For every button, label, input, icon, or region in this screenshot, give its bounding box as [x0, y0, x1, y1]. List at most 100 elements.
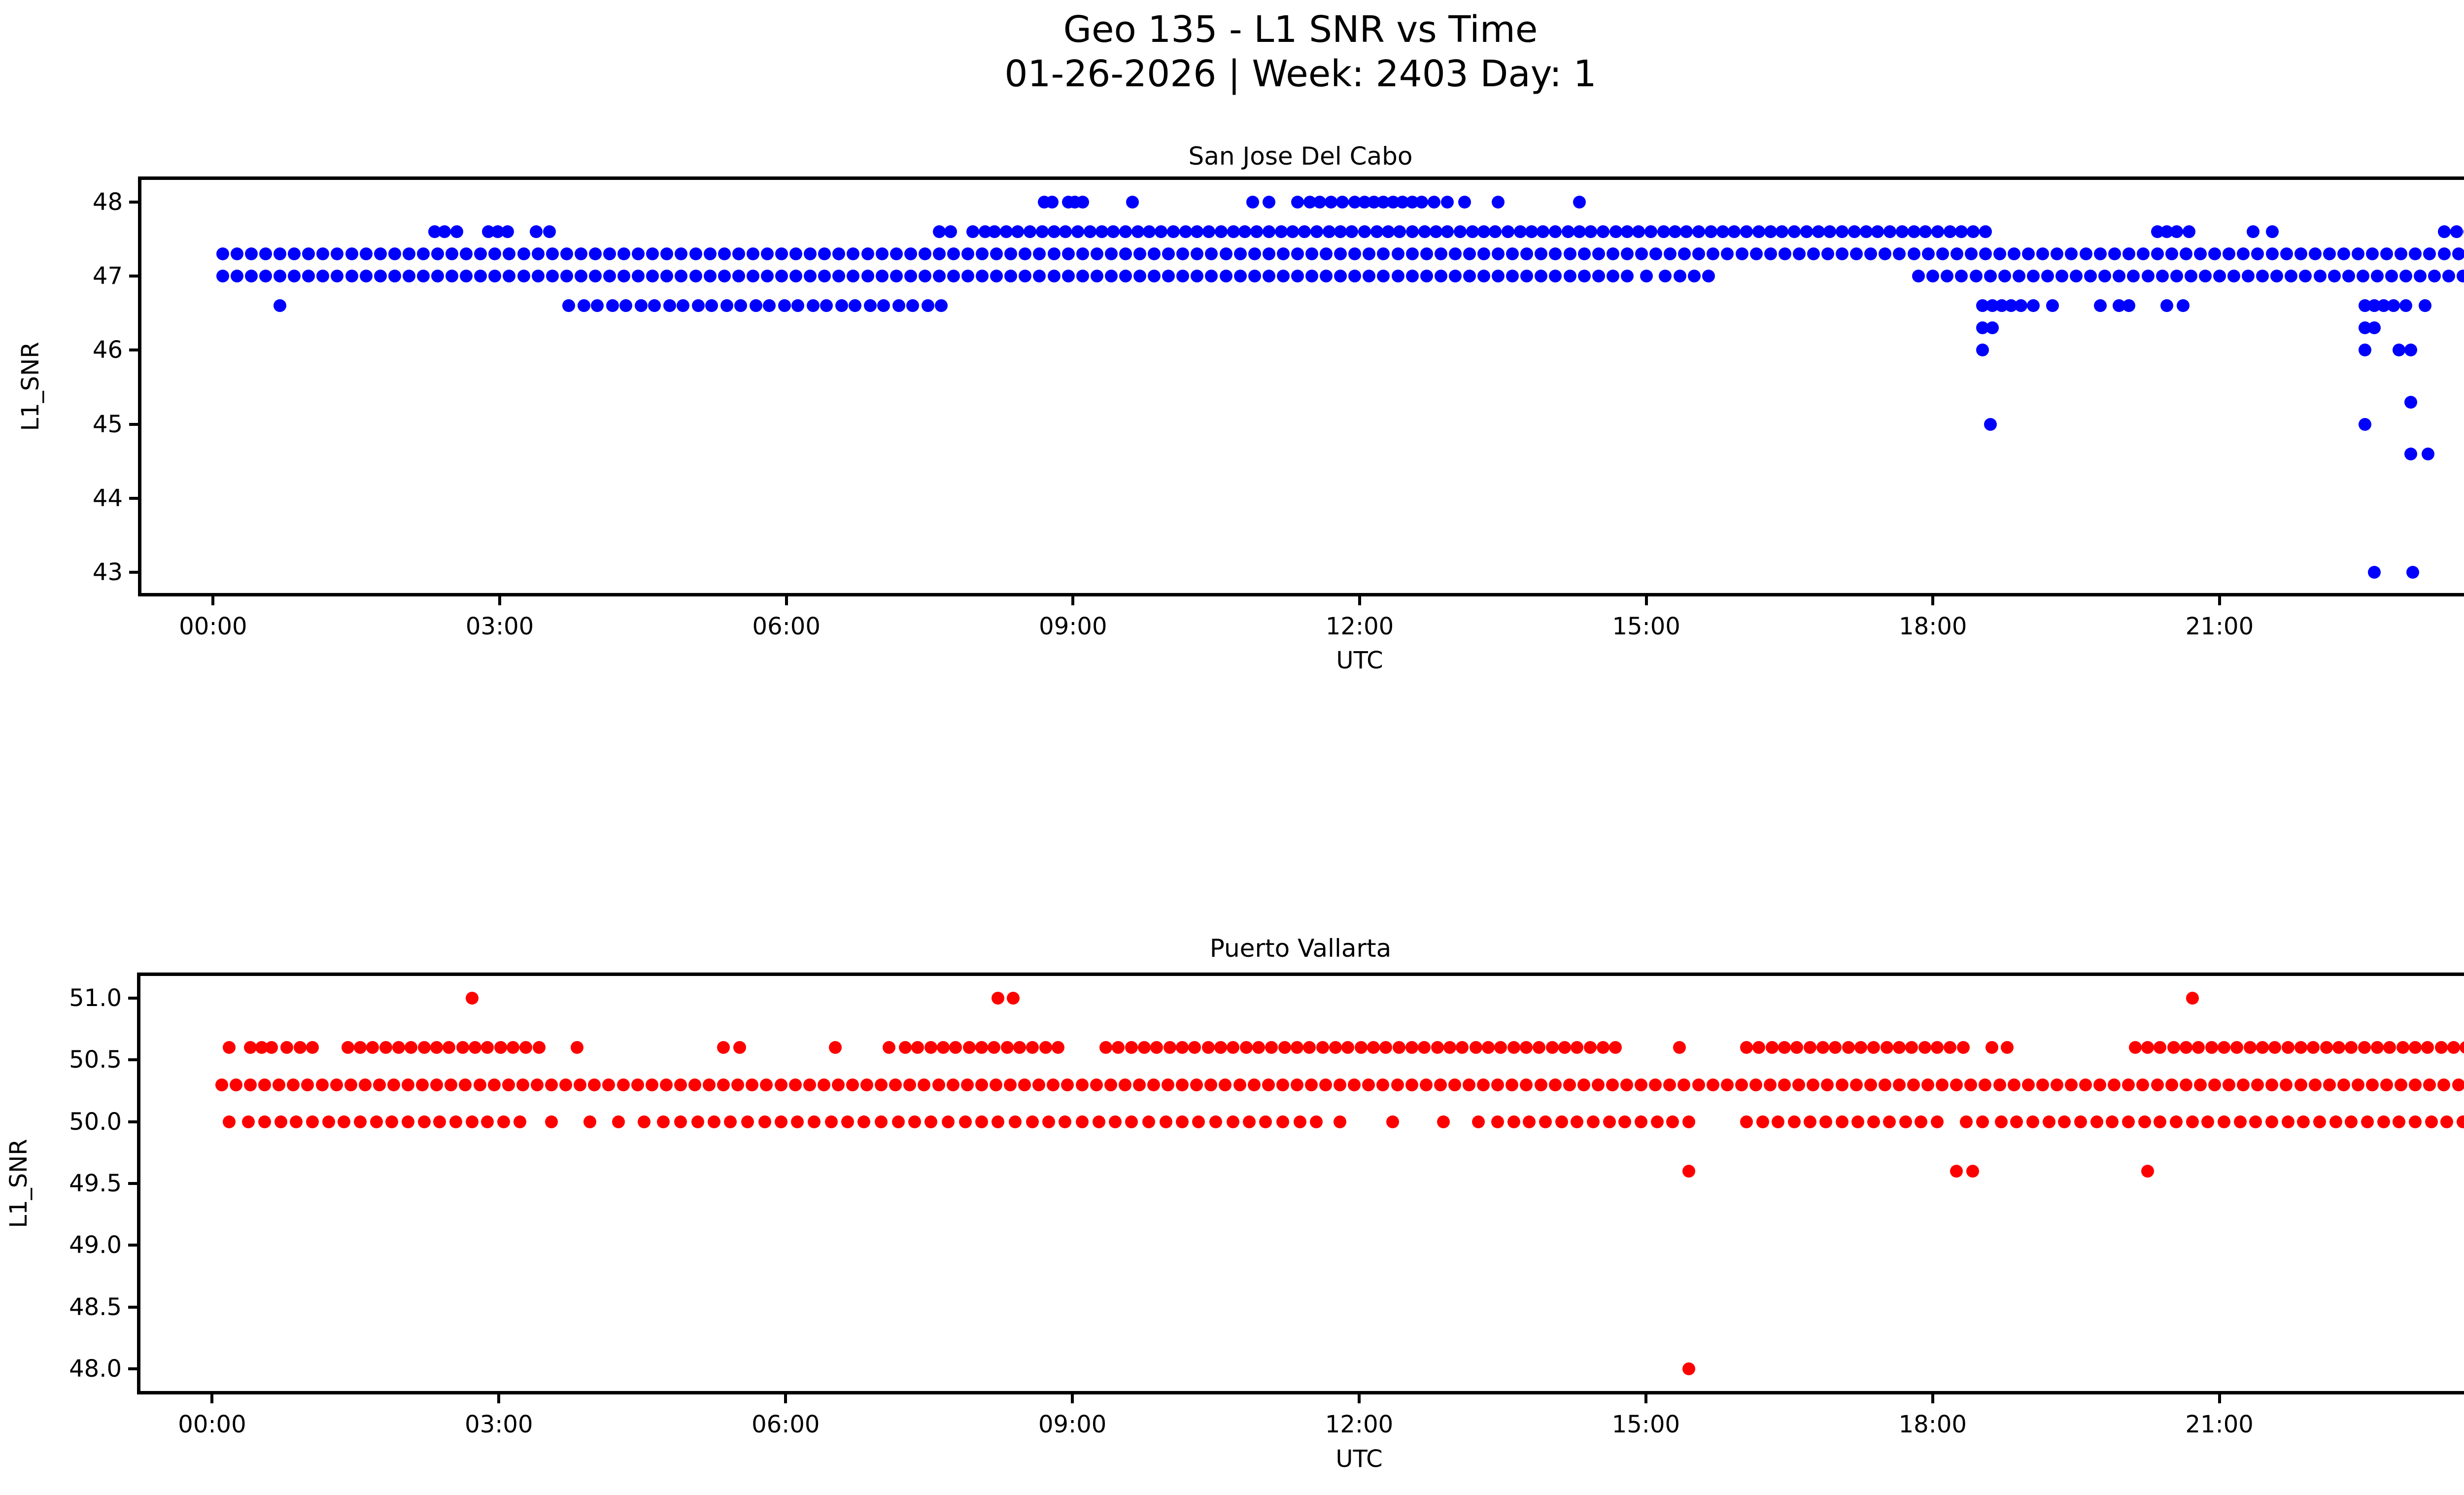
- data-point: [775, 270, 788, 283]
- data-point: [1955, 270, 1968, 283]
- data-point: [2265, 1115, 2279, 1128]
- data-point: [1481, 1041, 1495, 1054]
- data-point: [456, 1041, 469, 1054]
- data-point: [1011, 225, 1024, 239]
- data-point: [1363, 247, 1376, 261]
- y-tick-label-top: 45: [92, 410, 123, 438]
- data-point: [2001, 1041, 2014, 1054]
- data-point: [1790, 1041, 1804, 1054]
- data-point: [1061, 270, 1075, 283]
- data-point: [1420, 270, 1433, 283]
- data-point: [273, 1078, 286, 1091]
- data-point: [1848, 225, 1861, 239]
- data-point: [2106, 1115, 2119, 1128]
- data-point: [2399, 270, 2412, 283]
- data-point: [1391, 1078, 1404, 1091]
- data-point: [2113, 270, 2126, 283]
- data-point: [2457, 1115, 2464, 1128]
- data-point: [1828, 1041, 1842, 1054]
- data-point: [2457, 270, 2464, 283]
- data-point: [908, 1115, 922, 1128]
- data-point: [924, 1041, 938, 1054]
- data-point: [1354, 1041, 1368, 1054]
- data-point: [1463, 270, 1476, 283]
- data-point: [1176, 270, 1190, 283]
- data-point: [1966, 1164, 1980, 1178]
- data-point: [1749, 1078, 1762, 1091]
- data-point: [818, 270, 831, 283]
- data-point: [603, 247, 616, 261]
- data-point: [316, 270, 330, 283]
- data-point: [216, 270, 229, 283]
- data-point: [1851, 1115, 1865, 1128]
- data-point: [2282, 1115, 2295, 1128]
- data-point: [2447, 1041, 2460, 1054]
- data-point: [1765, 1041, 1779, 1054]
- data-point: [947, 247, 960, 261]
- data-point: [431, 270, 445, 283]
- data-point: [2170, 1115, 2183, 1128]
- x-axis-label-top: UTC: [1336, 647, 1383, 674]
- data-point: [832, 270, 846, 283]
- data-point: [2368, 565, 2381, 579]
- data-point: [1262, 196, 1275, 209]
- data-point: [316, 247, 330, 261]
- data-point: [290, 1115, 303, 1128]
- data-point: [1305, 247, 1319, 261]
- data-point: [1788, 225, 1801, 239]
- data-point: [2404, 344, 2417, 357]
- x-tick-bottom: [210, 1391, 214, 1403]
- data-point: [1705, 225, 1718, 239]
- data-point: [1506, 1078, 1519, 1091]
- data-point: [2138, 1115, 2152, 1128]
- data-point: [1955, 225, 1968, 239]
- data-point: [1162, 270, 1175, 283]
- subplot-title-top: San Jose Del Cabo: [1188, 142, 1413, 171]
- data-point: [1391, 270, 1404, 283]
- data-point: [513, 1115, 527, 1128]
- data-point: [497, 1115, 511, 1128]
- data-point: [1276, 247, 1290, 261]
- data-point: [1501, 225, 1514, 239]
- data-point: [790, 1115, 804, 1128]
- data-point: [258, 1115, 272, 1128]
- x-tick-top: [2218, 593, 2221, 605]
- data-point: [1316, 1041, 1330, 1054]
- data-point: [2065, 1078, 2078, 1091]
- data-point: [2414, 270, 2427, 283]
- data-point: [1126, 196, 1139, 209]
- data-point: [1577, 270, 1591, 283]
- data-point: [2280, 1078, 2293, 1091]
- data-point: [1849, 1078, 1863, 1091]
- data-point: [532, 1041, 546, 1054]
- data-point: [590, 299, 604, 313]
- data-point: [402, 247, 415, 261]
- data-point: [1004, 270, 1018, 283]
- data-point: [230, 270, 243, 283]
- data-point: [934, 299, 948, 313]
- data-point: [1018, 1078, 1031, 1091]
- data-point: [2213, 270, 2226, 283]
- data-point: [481, 1041, 494, 1054]
- data-point: [2437, 247, 2451, 261]
- data-point: [1061, 247, 1075, 261]
- data-point: [1632, 225, 1645, 239]
- data-point: [562, 299, 575, 313]
- data-point: [1006, 992, 1020, 1005]
- data-point: [487, 1078, 501, 1091]
- data-point: [503, 270, 516, 283]
- data-point: [473, 1078, 486, 1091]
- data-point: [1405, 1078, 1418, 1091]
- data-point: [2093, 299, 2107, 313]
- data-point: [817, 1078, 830, 1091]
- data-point: [1348, 247, 1362, 261]
- data-point: [1649, 1078, 1662, 1091]
- data-point: [632, 247, 645, 261]
- data-point: [1329, 1041, 1342, 1054]
- data-point: [1944, 225, 1957, 239]
- data-point: [2041, 270, 2054, 283]
- data-point: [832, 247, 846, 261]
- data-point: [1520, 1078, 1533, 1091]
- y-tick-label-bottom: 50.0: [69, 1108, 122, 1136]
